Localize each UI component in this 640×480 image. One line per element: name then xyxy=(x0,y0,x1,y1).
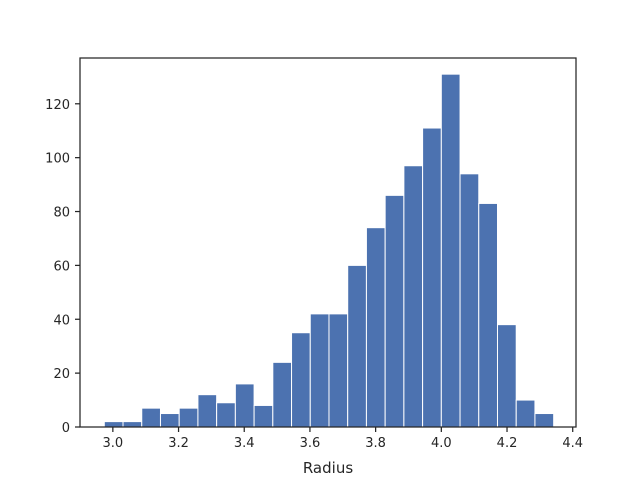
histogram-bar xyxy=(478,202,498,428)
histogram-bar xyxy=(459,173,480,428)
x-tick-label: 3.2 xyxy=(168,436,189,451)
y-tick-label: 0 xyxy=(62,421,70,436)
x-axis-label: Radius xyxy=(303,459,353,477)
bars xyxy=(103,73,555,428)
histogram-bar xyxy=(234,383,255,428)
histogram-bar xyxy=(159,413,180,428)
y-tick-label: 40 xyxy=(53,313,70,328)
histogram-bar xyxy=(440,73,461,428)
y-tick-label: 120 xyxy=(45,98,70,113)
histogram-bar xyxy=(403,165,424,428)
x-tick-label: 3.8 xyxy=(365,436,386,451)
histogram-bar xyxy=(328,313,349,428)
histogram-bar xyxy=(178,407,199,428)
histogram-bar xyxy=(272,361,293,428)
histogram-bar xyxy=(534,413,555,428)
x-tick-label: 4.2 xyxy=(497,436,518,451)
histogram-bar xyxy=(496,324,517,428)
x-axis-ticks: 3.0 3.2 3.4 3.6 3.8 4.0 4.2 4.4 xyxy=(103,427,583,451)
histogram-bar xyxy=(122,421,143,428)
x-tick-label: 3.4 xyxy=(234,436,255,451)
plot-frame xyxy=(79,57,577,428)
histogram-bar xyxy=(309,313,330,428)
histogram-bar xyxy=(365,227,386,428)
x-tick-label: 4.0 xyxy=(431,436,452,451)
y-tick-label: 100 xyxy=(45,152,70,167)
histogram-bar xyxy=(103,421,124,428)
histogram-bar xyxy=(384,194,405,428)
histogram-bar xyxy=(347,264,367,428)
x-tick-label: 3.6 xyxy=(300,436,321,451)
y-tick-label: 60 xyxy=(53,259,70,274)
histogram-bar xyxy=(515,399,536,428)
histogram-bar xyxy=(253,404,274,428)
y-axis-ticks: 0 20 40 60 80 100 120 xyxy=(45,98,80,436)
histogram-bar xyxy=(422,127,442,428)
histogram-bar xyxy=(291,332,311,428)
histogram-bar xyxy=(216,402,236,428)
histogram-bar xyxy=(141,407,161,428)
x-tick-label: 3.0 xyxy=(103,436,124,451)
y-tick-label: 80 xyxy=(53,206,70,221)
histogram-bar xyxy=(197,394,218,428)
x-tick-label: 4.4 xyxy=(562,436,583,451)
y-tick-label: 20 xyxy=(53,367,70,382)
